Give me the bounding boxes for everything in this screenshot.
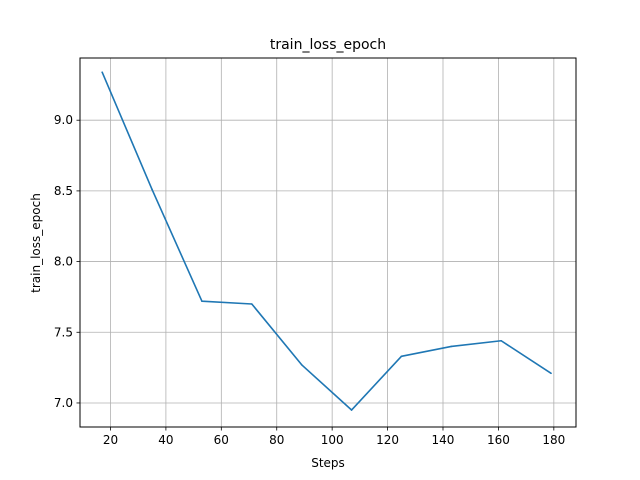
x-tick-label: 60 — [214, 433, 229, 447]
x-tick-label: 80 — [269, 433, 284, 447]
y-axis-label: train_loss_epoch — [29, 193, 43, 293]
y-tick-label: 9.0 — [54, 113, 73, 127]
x-tick-label: 20 — [103, 433, 118, 447]
y-tick-label: 7.0 — [54, 396, 73, 410]
y-tick-label: 7.5 — [54, 325, 73, 339]
data-point — [350, 409, 353, 411]
data-point — [101, 71, 103, 73]
data-point — [500, 339, 502, 342]
x-tick-label: 100 — [321, 433, 344, 447]
data-point — [250, 303, 253, 305]
x-tick-label: 140 — [432, 433, 455, 447]
x-axis-ticks: 20 40 60 80 100 120 140 160 180 — [103, 427, 565, 447]
y-axis-ticks: 7.0 7.5 8.0 8.5 9.0 — [54, 113, 80, 410]
data-point — [400, 355, 403, 358]
data-point — [151, 188, 153, 191]
x-tick-label: 160 — [487, 433, 510, 447]
data-point — [450, 345, 453, 348]
data-point — [550, 372, 552, 375]
x-tick-label: 180 — [542, 433, 565, 447]
x-tick-label: 120 — [376, 433, 399, 447]
chart-title: train_loss_epoch — [270, 37, 386, 53]
series-layer — [101, 71, 552, 411]
series-line — [101, 71, 552, 411]
x-axis-label: Steps — [311, 456, 345, 470]
data-point — [201, 300, 203, 302]
x-tick-label: 40 — [158, 433, 173, 447]
data-point — [300, 363, 303, 366]
y-tick-label: 8.0 — [54, 255, 73, 269]
grid-lines — [80, 58, 576, 427]
plot-frame — [79, 57, 577, 428]
y-tick-label: 8.5 — [54, 184, 73, 198]
